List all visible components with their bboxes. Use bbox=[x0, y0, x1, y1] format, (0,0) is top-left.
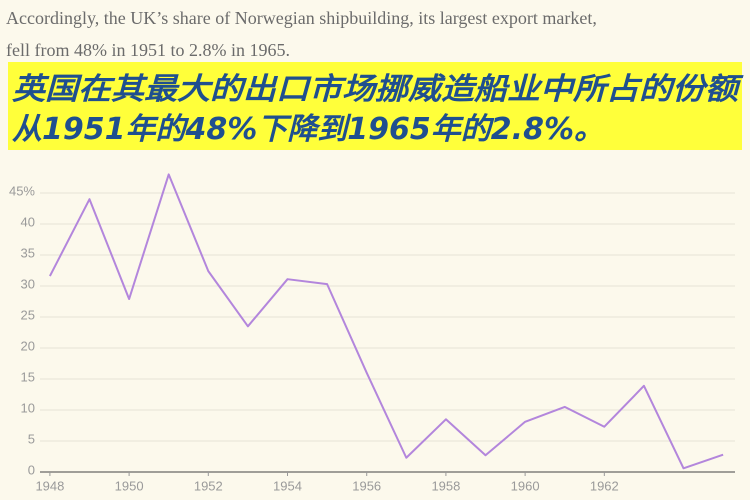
paragraph-line: fell from 48% in 1951 to 2.8% in 1965. bbox=[6, 40, 290, 60]
y-tick-label: 30 bbox=[21, 276, 35, 291]
caption-line: 英国在其最大的出口市场挪威造船业中所占的份额 bbox=[12, 72, 745, 107]
y-tick-label: 40 bbox=[21, 214, 35, 229]
y-tick-label: 35 bbox=[21, 245, 35, 260]
paragraph-line: Accordingly, the UK’s share of Norwegian… bbox=[6, 8, 597, 28]
caption-line: 从1951年的48%下降到1965年的2.8%。 bbox=[12, 112, 604, 147]
x-tick-label: 1960 bbox=[511, 478, 540, 493]
x-tick-label: 1962 bbox=[590, 478, 619, 493]
y-tick-label: 45% bbox=[9, 183, 35, 198]
y-tick-label: 5 bbox=[28, 431, 35, 446]
y-tick-label: 15 bbox=[21, 369, 35, 384]
caption-box bbox=[8, 62, 742, 150]
y-tick-label: 20 bbox=[21, 338, 35, 353]
x-tick-label: 1952 bbox=[194, 478, 223, 493]
x-tick-label: 1958 bbox=[431, 478, 460, 493]
x-tick-label: 1956 bbox=[352, 478, 381, 493]
y-tick-label: 10 bbox=[21, 400, 35, 415]
chart: 0 5 10 15 20 25 30 35 40 45% 1948 1950 1952 1954 1956 1… bbox=[9, 173, 735, 493]
x-tick-label: 1950 bbox=[115, 478, 144, 493]
x-tick-label: 1948 bbox=[35, 478, 64, 493]
y-tick-label: 0 bbox=[28, 462, 35, 477]
line-series bbox=[49, 173, 724, 470]
y-tick-label: 25 bbox=[21, 307, 35, 322]
x-tick-label: 1954 bbox=[273, 478, 302, 493]
